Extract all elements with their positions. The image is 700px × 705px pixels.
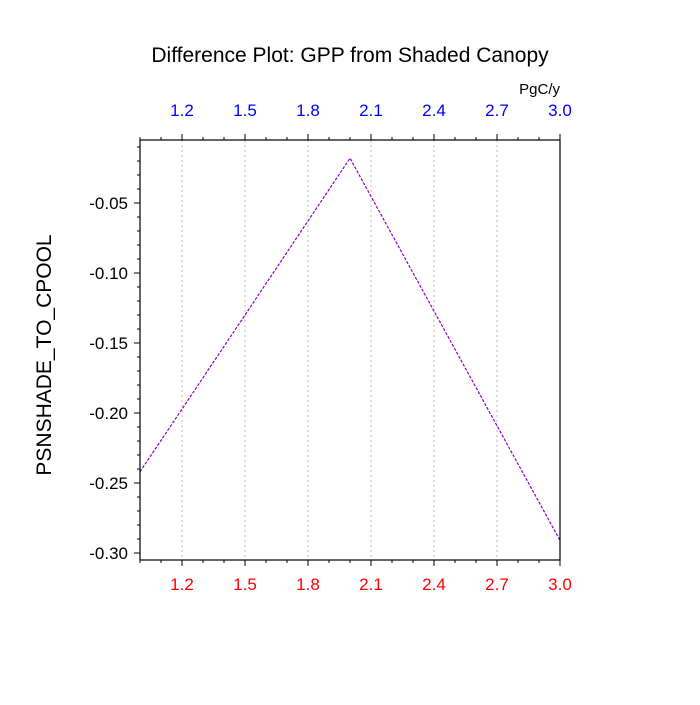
top-axis-unit-label: PgC/y [519,81,560,98]
x-top-tick-label: 1.5 [233,101,257,120]
x-bottom-tick-label: 2.1 [359,575,383,594]
x-bottom-tick-label: 1.5 [233,575,257,594]
x-top-tick-label: 1.2 [170,101,194,120]
x-bottom-tick-label: 1.2 [170,575,194,594]
tick-layer [134,134,561,566]
y-tick-label: -0.10 [89,264,128,283]
y-tick-label: -0.15 [89,334,128,353]
tick-label-layer: 1.2 1.2 1.5 1.5 1.8 1.8 2.1 2.1 2.4 2.4 2.7 2.7 3.0 3… [89,101,572,594]
y-tick-label: -0.05 [89,194,128,213]
series-line [139,157,561,541]
y-axis-label: PSNSHADE_TO_CPOOL [33,234,56,475]
plot-frame [139,139,561,561]
x-bottom-tick-label: 3.0 [548,575,572,594]
chart-title: Difference Plot: GPP from Shaded Canopy [151,44,549,67]
y-tick-label: -0.25 [89,474,128,493]
grid-layer [181,140,498,560]
x-top-tick-label: 2.7 [485,101,509,120]
series-layer [139,157,561,541]
y-tick-label: -0.30 [89,544,128,563]
x-bottom-tick-label: 2.4 [422,575,446,594]
x-top-tick-label: 2.1 [359,101,383,120]
x-bottom-tick-label: 2.7 [485,575,509,594]
x-top-tick-label: 1.8 [296,101,320,120]
x-top-tick-label: 3.0 [548,101,572,120]
x-top-tick-label: 2.4 [422,101,446,120]
x-bottom-tick-label: 1.8 [296,575,320,594]
y-tick-label: -0.20 [89,404,128,423]
